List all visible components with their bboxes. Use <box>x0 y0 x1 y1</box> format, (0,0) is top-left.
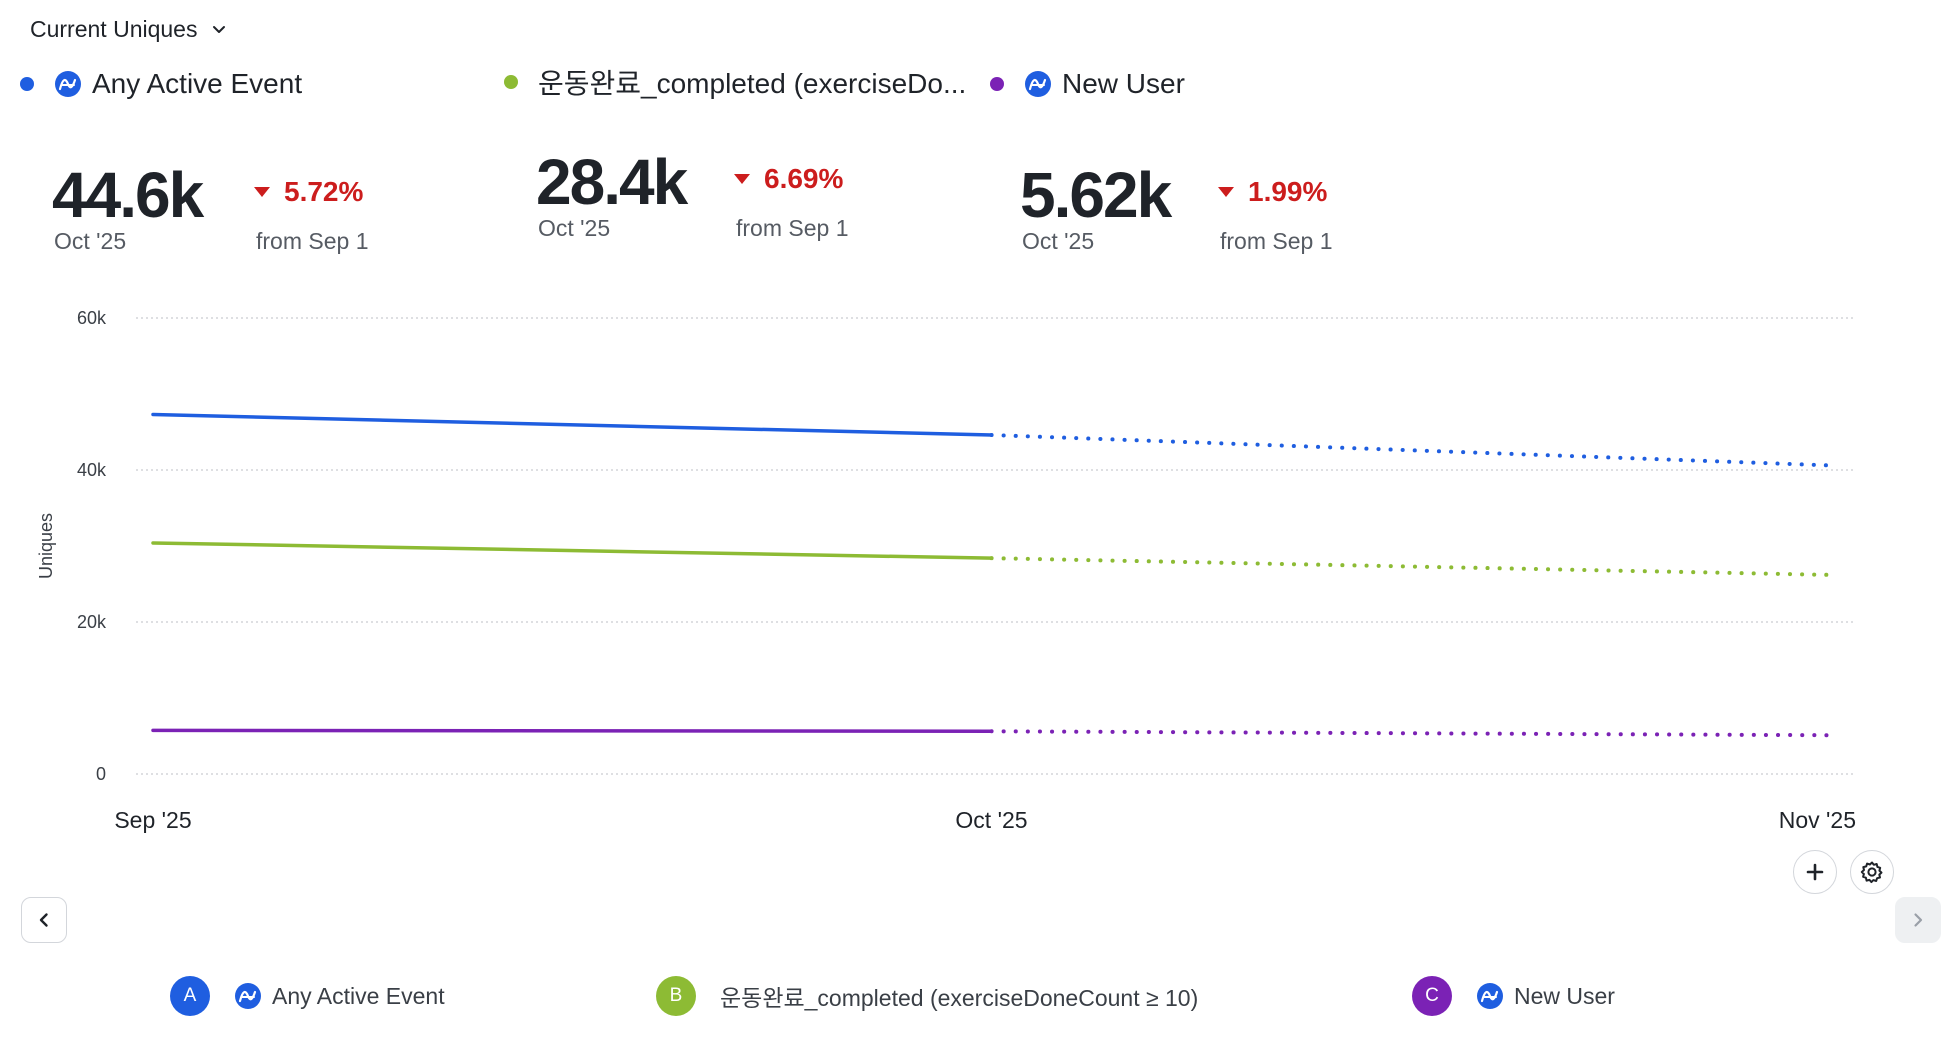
x-tick-label: Oct '25 <box>955 807 1027 833</box>
y-tick-label: 20k <box>77 612 107 632</box>
legend-bottom-item-c[interactable]: C New User <box>1412 976 1615 1016</box>
previous-button[interactable] <box>21 897 67 943</box>
kpi-c-value: 5.62k <box>1020 159 1172 231</box>
series-projection-b[interactable] <box>989 556 1832 577</box>
series-c-dot <box>990 77 1004 91</box>
kpi-b-change-value: 6.69% <box>764 163 844 194</box>
x-tick-label: Sep '25 <box>114 807 191 833</box>
y-tick-label: 60k <box>77 308 107 328</box>
chevron-down-icon <box>213 25 226 33</box>
line-chart: 0 20k 40k 60k Sep '25 Oct '25 Nov '25 Uniques <box>36 308 1856 833</box>
amplitude-icon <box>1476 982 1504 1010</box>
metric-dropdown[interactable]: Current Uniques <box>30 16 229 43</box>
series-projection-a[interactable] <box>989 433 1832 468</box>
series-b-dot <box>504 75 518 89</box>
down-triangle-icon <box>734 174 750 184</box>
series-line-a[interactable] <box>151 412 994 437</box>
plus-icon <box>1806 863 1824 881</box>
kpi-c-from: from Sep 1 <box>1220 228 1333 254</box>
legend-bottom: A Any Active Event B 운동완료_completed (exe… <box>0 976 1950 1020</box>
chevron-right-icon <box>1914 913 1923 927</box>
kpi-a-from: from Sep 1 <box>256 228 369 254</box>
amplitude-icon <box>54 70 82 98</box>
kpi-a-change-value: 5.72% <box>284 176 364 207</box>
legend-bottom-label-a: Any Active Event <box>272 982 445 1009</box>
chart-settings-button[interactable] <box>1850 850 1894 894</box>
y-axis-ticks: 0 20k 40k 60k <box>77 308 107 784</box>
series-a-dot <box>20 77 34 91</box>
legend-item-a[interactable]: Any Active Event <box>20 68 302 100</box>
kpi-b-period: Oct '25 <box>538 215 611 241</box>
chevron-left-icon <box>39 913 48 927</box>
kpi-a-value: 44.6k <box>52 159 204 231</box>
legend-item-a-label: Any Active Event <box>92 68 303 99</box>
next-button[interactable] <box>1895 897 1941 943</box>
legend-top: Any Active Event 운동완료_completed (exercis… <box>0 68 1950 108</box>
y-tick-label: 40k <box>77 460 107 480</box>
kpi-c-change: 1.99% <box>1218 176 1327 208</box>
series-badge-a: A <box>170 976 210 1016</box>
kpi-a-period: Oct '25 <box>54 228 127 254</box>
legend-bottom-item-a[interactable]: A Any Active Event <box>170 976 445 1016</box>
legend-item-b-label: 운동완료_completed (exerciseDo... <box>538 68 967 99</box>
legend-bottom-label-b: 운동완료_completed (exerciseDoneCount ≥ 10) <box>720 985 1199 1011</box>
legend-bottom-label-c: New User <box>1514 982 1615 1009</box>
kpi-a-change: 5.72% <box>254 176 363 208</box>
legend-item-b[interactable]: 운동완료_completed (exerciseDo... <box>504 62 966 102</box>
down-triangle-icon <box>254 187 270 197</box>
series-badge-c: C <box>1412 976 1452 1016</box>
series-projection-c[interactable] <box>989 729 1832 738</box>
gear-icon <box>1860 861 1883 884</box>
metric-dropdown-label: Current Uniques <box>30 16 198 42</box>
x-axis-ticks: Sep '25 Oct '25 Nov '25 <box>114 807 1856 833</box>
legend-item-c[interactable]: New User <box>990 68 1185 100</box>
legend-item-c-label: New User <box>1062 68 1185 99</box>
amplitude-icon <box>1024 70 1052 98</box>
series-line-c[interactable] <box>151 728 994 734</box>
chart-grid <box>136 317 1856 775</box>
kpi-b-value: 28.4k <box>536 146 688 218</box>
kpi-b-change: 6.69% <box>734 163 843 195</box>
x-tick-label: Nov '25 <box>1779 807 1856 833</box>
kpi-c-change-value: 1.99% <box>1248 176 1328 207</box>
kpi-b-from: from Sep 1 <box>736 215 849 241</box>
down-triangle-icon <box>1218 187 1234 197</box>
kpi-c-period: Oct '25 <box>1022 228 1095 254</box>
chart-series <box>151 412 1832 738</box>
add-button[interactable] <box>1793 850 1837 894</box>
y-axis-label: Uniques <box>36 513 56 579</box>
series-line-b[interactable] <box>151 541 994 560</box>
series-badge-b: B <box>656 976 696 1016</box>
y-tick-label: 0 <box>96 764 106 784</box>
legend-bottom-item-b[interactable]: B 운동완료_completed (exerciseDoneCount ≥ 10… <box>656 976 1198 1016</box>
amplitude-icon <box>234 982 262 1010</box>
